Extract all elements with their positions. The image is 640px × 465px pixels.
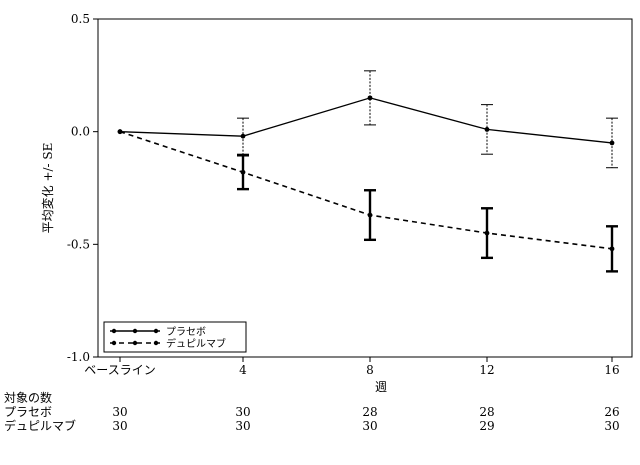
legend-entry: プラセボ bbox=[166, 326, 206, 338]
subject-count: 28 bbox=[362, 405, 377, 419]
data-point bbox=[240, 169, 246, 175]
legend-entry: デュピルマブ bbox=[166, 337, 226, 350]
legend-marker bbox=[111, 340, 117, 346]
data-point bbox=[367, 212, 373, 218]
subject-count: 30 bbox=[235, 419, 250, 433]
y-axis-label: 平均変化 +/- SE bbox=[40, 143, 55, 234]
x-tick-label: 8 bbox=[366, 363, 374, 377]
data-point bbox=[240, 133, 246, 139]
subject-count: 30 bbox=[362, 419, 377, 433]
subject-count: 28 bbox=[479, 405, 494, 419]
data-point bbox=[484, 127, 490, 132]
legend-marker bbox=[132, 328, 138, 334]
x-tick-label: 4 bbox=[239, 363, 247, 377]
legend-marker bbox=[111, 328, 117, 334]
subject-count-header: 対象の数 bbox=[4, 390, 52, 405]
subject-row-label: デュピルマブ bbox=[4, 418, 76, 433]
x-tick-label: ベースライン bbox=[84, 363, 155, 377]
subject-count: 26 bbox=[604, 405, 619, 419]
data-point bbox=[117, 129, 123, 135]
series-dupilumab bbox=[117, 129, 618, 273]
y-tick-label: 0.5 bbox=[71, 12, 90, 26]
legend-marker bbox=[153, 328, 159, 334]
y-tick-label: -1.0 bbox=[67, 350, 90, 364]
subject-count: 29 bbox=[479, 419, 494, 433]
x-tick-label: 12 bbox=[479, 363, 494, 377]
subject-count: 30 bbox=[112, 419, 127, 433]
legend-box bbox=[103, 321, 247, 353]
series-placebo bbox=[117, 70, 618, 169]
series-line bbox=[119, 97, 613, 144]
data-point bbox=[367, 95, 373, 101]
x-tick-label: 16 bbox=[604, 363, 619, 377]
plot-area-frame bbox=[97, 18, 633, 358]
subject-row-label: プラセボ bbox=[4, 405, 52, 419]
x-axis-label: 週 bbox=[375, 380, 387, 394]
data-point bbox=[484, 230, 490, 236]
subject-count: 30 bbox=[604, 419, 619, 433]
data-point bbox=[609, 140, 615, 146]
subject-count: 30 bbox=[112, 405, 127, 419]
legend-marker bbox=[153, 340, 159, 346]
subject-count: 30 bbox=[235, 405, 250, 419]
legend-marker bbox=[132, 340, 138, 346]
data-point bbox=[609, 246, 615, 252]
y-tick-label: -0.5 bbox=[67, 237, 90, 251]
y-tick-label: 0.0 bbox=[71, 125, 90, 139]
